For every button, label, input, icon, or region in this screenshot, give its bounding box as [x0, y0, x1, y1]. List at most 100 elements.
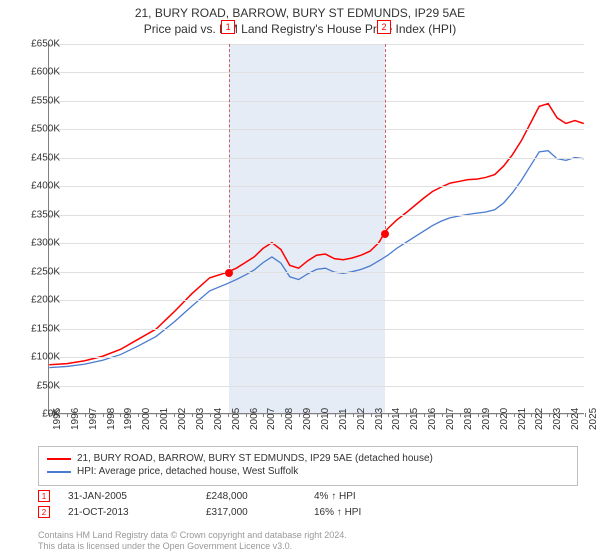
line-chart: 1995199619971998199920002001200220032004… [48, 44, 584, 414]
x-tick [246, 413, 247, 417]
sale-pct: 4% ↑ HPI [314, 491, 414, 502]
x-tick [335, 413, 336, 417]
sale-dash-line [385, 44, 386, 234]
y-axis-label: £550K [31, 95, 60, 106]
x-tick [281, 413, 282, 417]
x-axis-label: 1996 [70, 408, 81, 430]
y-axis-label: £450K [31, 152, 60, 163]
sale-marker-icon: 2 [38, 506, 50, 518]
page-title: 21, BURY ROAD, BARROW, BURY ST EDMUNDS, … [0, 6, 600, 20]
x-tick [263, 413, 264, 417]
legend-item: HPI: Average price, detached house, West… [47, 466, 569, 477]
y-axis-label: £350K [31, 209, 60, 220]
chart-container: { "title": { "main": "21, BURY ROAD, BAR… [0, 0, 600, 560]
legend-swatch [47, 458, 71, 460]
sale-dash-line [229, 44, 230, 273]
gridline [49, 186, 584, 187]
sale-date: 31-JAN-2005 [68, 491, 188, 502]
x-axis-label: 2021 [517, 408, 528, 430]
gridline [49, 72, 584, 73]
x-axis-label: 1997 [88, 408, 99, 430]
x-axis-label: 2025 [588, 408, 599, 430]
sale-dot [225, 269, 233, 277]
x-axis-label: 1998 [106, 408, 117, 430]
sale-price: £317,000 [206, 507, 296, 518]
x-tick [85, 413, 86, 417]
sale-marker-box: 1 [221, 20, 235, 34]
gridline [49, 243, 584, 244]
y-axis-label: £250K [31, 266, 60, 277]
x-axis-label: 2001 [159, 408, 170, 430]
gridline [49, 44, 584, 45]
gridline [49, 215, 584, 216]
sale-rows: 1 31-JAN-2005 £248,000 4% ↑ HPI 2 21-OCT… [38, 486, 578, 522]
legend-label: HPI: Average price, detached house, West… [77, 466, 298, 477]
sale-marker-icon: 1 [38, 490, 50, 502]
x-axis-label: 2004 [213, 408, 224, 430]
y-axis-label: £300K [31, 238, 60, 249]
x-axis-label: 2002 [177, 408, 188, 430]
sale-price: £248,000 [206, 491, 296, 502]
x-tick [406, 413, 407, 417]
x-tick [442, 413, 443, 417]
x-axis-label: 1999 [123, 408, 134, 430]
y-axis-label: £500K [31, 124, 60, 135]
x-axis-label: 2009 [302, 408, 313, 430]
gridline [49, 272, 584, 273]
x-tick [317, 413, 318, 417]
gridline [49, 329, 584, 330]
x-axis-label: 2005 [231, 408, 242, 430]
sale-row: 1 31-JAN-2005 £248,000 4% ↑ HPI [38, 490, 578, 502]
x-tick [156, 413, 157, 417]
x-tick [67, 413, 68, 417]
x-axis-label: 2019 [481, 408, 492, 430]
x-axis-label: 2024 [570, 408, 581, 430]
x-axis-label: 2003 [195, 408, 206, 430]
gridline [49, 129, 584, 130]
disclaimer: Contains HM Land Registry data © Crown c… [38, 530, 578, 552]
gridline [49, 357, 584, 358]
y-axis-label: £100K [31, 352, 60, 363]
x-tick [388, 413, 389, 417]
sale-dot [381, 230, 389, 238]
disclaimer-line: Contains HM Land Registry data © Crown c… [38, 530, 578, 541]
gridline [49, 386, 584, 387]
x-axis-label: 2017 [445, 408, 456, 430]
x-axis-label: 2010 [320, 408, 331, 430]
x-tick [228, 413, 229, 417]
x-tick [567, 413, 568, 417]
x-tick [210, 413, 211, 417]
x-axis-label: 2023 [552, 408, 563, 430]
x-tick [353, 413, 354, 417]
x-axis-label: 2018 [463, 408, 474, 430]
x-tick [120, 413, 121, 417]
y-axis-label: £200K [31, 295, 60, 306]
legend: 21, BURY ROAD, BARROW, BURY ST EDMUNDS, … [38, 446, 578, 486]
x-tick [174, 413, 175, 417]
x-tick [549, 413, 550, 417]
y-axis-label: £400K [31, 181, 60, 192]
x-tick [514, 413, 515, 417]
title-block: 21, BURY ROAD, BARROW, BURY ST EDMUNDS, … [0, 0, 600, 38]
disclaimer-line: This data is licensed under the Open Gov… [38, 541, 578, 552]
x-axis-label: 2015 [409, 408, 420, 430]
x-axis-label: 2012 [356, 408, 367, 430]
x-axis-label: 2008 [284, 408, 295, 430]
sale-pct: 16% ↑ HPI [314, 507, 414, 518]
x-axis-label: 2022 [534, 408, 545, 430]
x-axis-label: 2000 [141, 408, 152, 430]
legend-label: 21, BURY ROAD, BARROW, BURY ST EDMUNDS, … [77, 453, 433, 464]
x-tick [299, 413, 300, 417]
x-tick [371, 413, 372, 417]
x-axis-label: 2011 [338, 408, 349, 430]
x-tick [460, 413, 461, 417]
y-axis-label: £650K [31, 39, 60, 50]
sale-row: 2 21-OCT-2013 £317,000 16% ↑ HPI [38, 506, 578, 518]
x-axis-label: 2014 [391, 408, 402, 430]
x-tick [424, 413, 425, 417]
x-tick [585, 413, 586, 417]
x-axis-label: 2016 [427, 408, 438, 430]
gridline [49, 158, 584, 159]
series-line [49, 151, 584, 368]
x-axis-label: 2006 [249, 408, 260, 430]
